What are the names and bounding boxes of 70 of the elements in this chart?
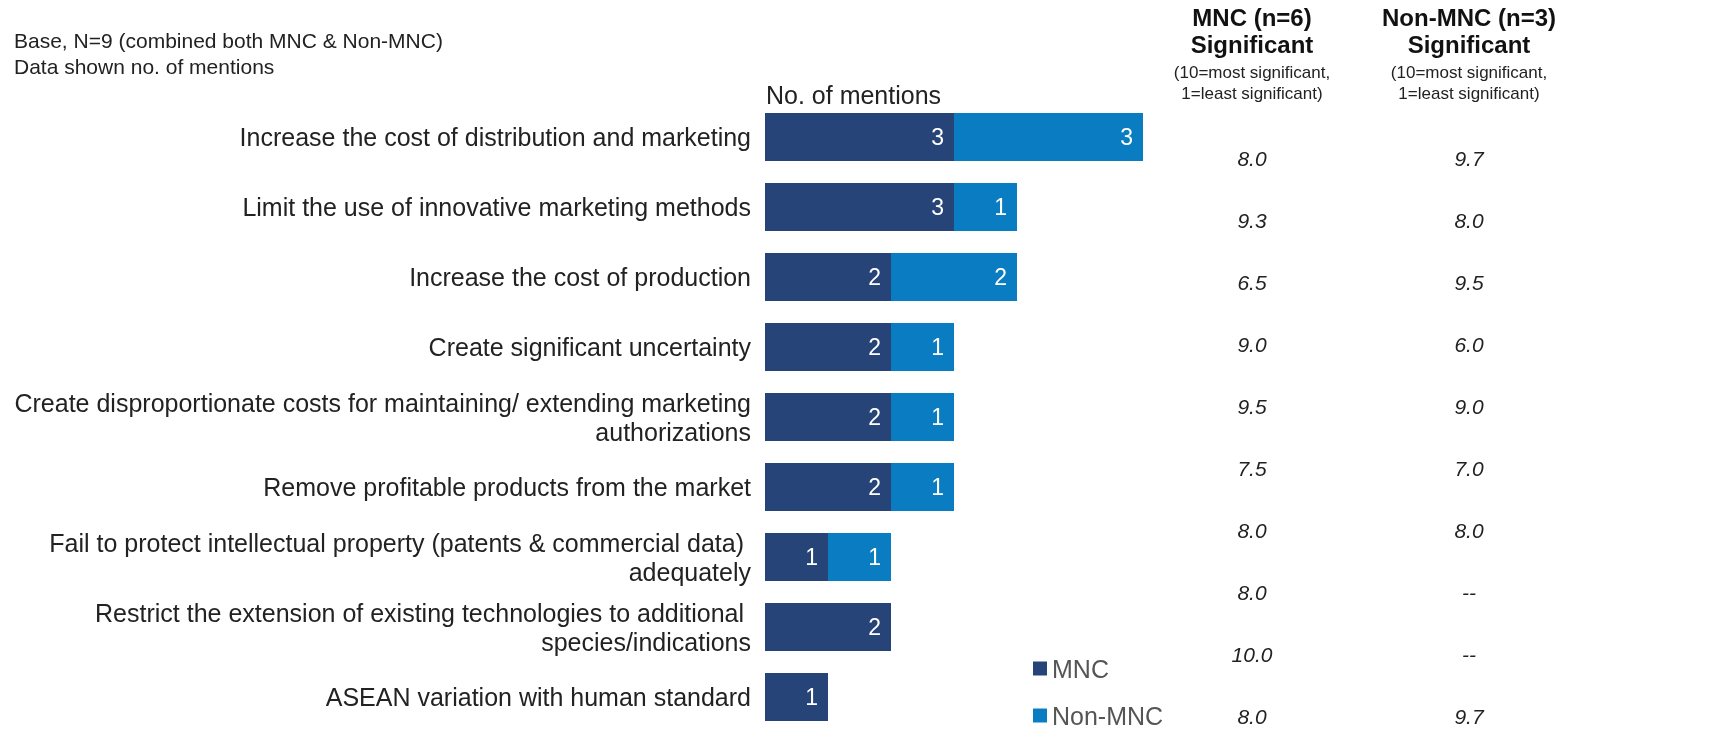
text: 8.0 bbox=[1454, 209, 1484, 232]
bar bbox=[891, 463, 954, 511]
bar bbox=[765, 673, 828, 721]
bar bbox=[891, 323, 954, 371]
text: 8.0 bbox=[1237, 581, 1267, 604]
y-tick-label: Increase the cost of production bbox=[409, 263, 751, 291]
data-label: 2 bbox=[868, 474, 881, 500]
text: (10=most significant, 1=least significant) bbox=[1173, 63, 1331, 103]
legend-label: Non-MNC bbox=[1052, 701, 1164, 730]
text: 7.0 bbox=[1454, 457, 1484, 480]
data-label: 1 bbox=[931, 404, 944, 430]
text: 6.0 bbox=[1454, 333, 1484, 356]
text: 7.5 bbox=[1237, 457, 1267, 480]
x-axis-title: No. of mentions bbox=[766, 80, 942, 109]
bar bbox=[765, 463, 891, 511]
y-tick-label: Fail to protect intellectual property (patents & commercial data) adequately bbox=[49, 528, 752, 586]
y-tick-label: Restrict the extension of existing technologies to additional species/indications bbox=[95, 598, 751, 656]
text: -- bbox=[1462, 581, 1476, 604]
data-label: 1 bbox=[868, 544, 881, 570]
bar bbox=[891, 393, 954, 441]
y-tick-label: Limit the use of innovative marketing methods bbox=[242, 193, 751, 221]
text: 9.5 bbox=[1237, 395, 1267, 418]
text: 9.7 bbox=[1454, 147, 1485, 170]
bar bbox=[765, 113, 954, 161]
y-tick-label: Increase the cost of distribution and marketing bbox=[239, 123, 751, 151]
y-tick-label: Create significant uncertainty bbox=[428, 333, 752, 361]
text: 9.7 bbox=[1454, 705, 1485, 728]
text: 8.0 bbox=[1454, 519, 1484, 542]
data-label: 1 bbox=[805, 544, 818, 570]
text: MNC (n=6) Significant bbox=[1190, 4, 1314, 58]
data-label: 2 bbox=[868, 404, 881, 430]
text: 9.0 bbox=[1454, 395, 1484, 418]
text: Non-MNC (n=3) Significant bbox=[1382, 4, 1556, 58]
text: 8.0 bbox=[1237, 519, 1267, 542]
text: 6.5 bbox=[1237, 271, 1267, 294]
data-label: 1 bbox=[994, 194, 1007, 220]
bar bbox=[765, 393, 891, 441]
data-label: 1 bbox=[931, 334, 944, 360]
y-tick-label: Create disproportionate costs for maintaining/ extending marketing authorizations bbox=[14, 388, 751, 446]
text: 8.0 bbox=[1237, 147, 1267, 170]
text: (10=most significant, 1=least significant) bbox=[1390, 63, 1548, 103]
text: 9.3 bbox=[1237, 209, 1267, 232]
bar bbox=[954, 183, 1017, 231]
bar bbox=[891, 253, 1017, 301]
data-label: 3 bbox=[931, 124, 944, 150]
y-tick-label: ASEAN variation with human standard bbox=[325, 683, 751, 711]
text: 9.5 bbox=[1454, 271, 1484, 294]
text: Base, N=9 (combined both MNC & Non-MNC) bbox=[14, 29, 443, 52]
bar bbox=[765, 323, 891, 371]
data-label: 1 bbox=[931, 474, 944, 500]
text: Data shown no. of mentions bbox=[14, 55, 275, 78]
data-label: 2 bbox=[868, 334, 881, 360]
bar bbox=[765, 183, 954, 231]
data-label: 2 bbox=[868, 264, 881, 290]
data-label: 1 bbox=[805, 684, 818, 710]
text: -- bbox=[1462, 643, 1476, 666]
data-label: 2 bbox=[868, 614, 881, 640]
legend-label: MNC bbox=[1052, 654, 1109, 683]
text: 10.0 bbox=[1231, 643, 1273, 666]
data-label: 2 bbox=[994, 264, 1007, 290]
bar bbox=[828, 533, 891, 581]
data-label: 3 bbox=[931, 194, 944, 220]
text: 9.0 bbox=[1237, 333, 1267, 356]
bar bbox=[765, 533, 828, 581]
text: 8.0 bbox=[1237, 705, 1267, 728]
data-label: 3 bbox=[1120, 124, 1133, 150]
y-tick-label: Remove profitable products from the market bbox=[263, 473, 752, 501]
bar bbox=[765, 253, 891, 301]
bar bbox=[954, 113, 1143, 161]
bar bbox=[765, 603, 891, 651]
